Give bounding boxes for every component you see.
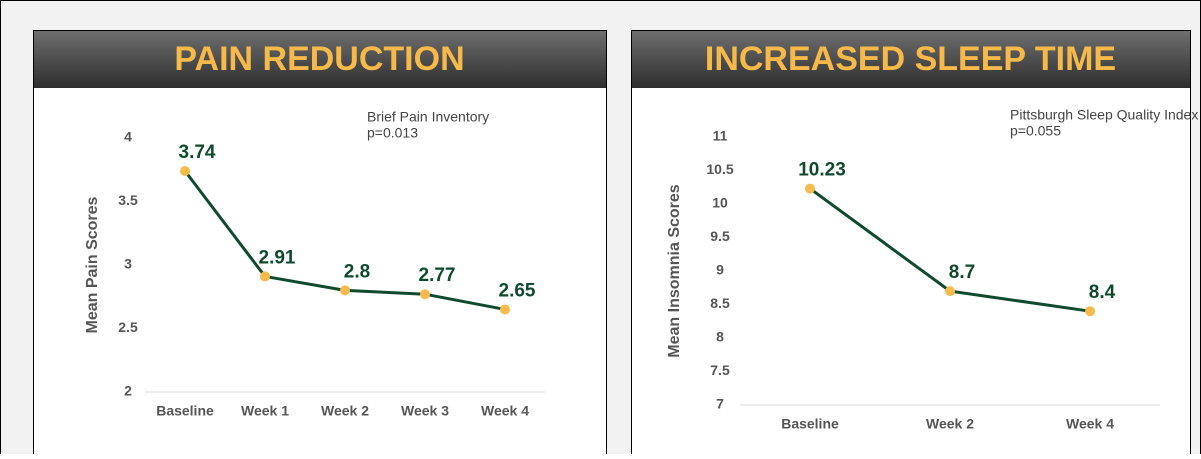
marker [1085, 306, 1095, 317]
data-label: 2.77 [419, 265, 456, 286]
panel [631, 30, 1191, 459]
annotation: Pittsburgh Sleep Quality Index [1010, 107, 1198, 123]
marker [260, 271, 270, 282]
data-label: 2.91 [259, 247, 296, 268]
y-tick-label: 3 [124, 256, 132, 272]
data-label: 2.65 [499, 280, 536, 301]
data-label: 8.4 [1089, 282, 1116, 303]
marker [945, 286, 955, 297]
y-tick-label: 10 [712, 195, 728, 211]
data-label: 2.8 [344, 261, 370, 282]
y-tick-label: 7.5 [710, 362, 730, 378]
chart-title: PAIN REDUCTION [174, 40, 464, 78]
y-tick-label: 4 [124, 129, 132, 145]
marker [180, 166, 190, 177]
data-label: 3.74 [179, 142, 216, 163]
marker [805, 183, 815, 194]
panel-header [632, 31, 1190, 88]
marker [500, 304, 510, 315]
panel [33, 30, 607, 459]
x-tick-label: Week 4 [1066, 416, 1114, 432]
y-axis-label: Mean Pain Scores [84, 196, 101, 333]
x-tick-label: Week 1 [241, 403, 289, 419]
y-tick-label: 8 [716, 329, 724, 345]
x-tick-label: Week 3 [401, 403, 449, 419]
data-label: 8.7 [949, 262, 975, 283]
y-tick-label: 3.5 [118, 192, 138, 208]
chart-title: INCREASED SLEEP TIME [705, 40, 1116, 78]
y-tick-label: 7 [716, 396, 724, 412]
y-tick-label: 10.5 [706, 161, 733, 177]
marker [340, 285, 350, 296]
x-tick-label: Week 2 [926, 416, 974, 432]
annotation: Brief Pain Inventory [367, 109, 489, 125]
x-tick-label: Baseline [156, 403, 214, 419]
y-tick-label: 9 [716, 262, 724, 278]
y-tick-label: 9.5 [710, 228, 730, 244]
annotation: p=0.055 [1010, 123, 1061, 139]
marker [420, 289, 430, 300]
data-label: 10.23 [798, 160, 846, 181]
y-tick-label: 2 [124, 383, 132, 399]
y-tick-label: 11 [713, 128, 728, 144]
annotation: p=0.013 [367, 125, 418, 141]
y-tick-label: 8.5 [710, 295, 730, 311]
x-tick-label: Week 2 [321, 403, 369, 419]
y-tick-label: 2.5 [118, 319, 138, 335]
y-axis-label: Mean Insomnia Scores [666, 184, 683, 357]
x-tick-label: Baseline [781, 416, 839, 432]
panel-header [34, 31, 606, 88]
x-tick-label: Week 4 [481, 403, 529, 419]
